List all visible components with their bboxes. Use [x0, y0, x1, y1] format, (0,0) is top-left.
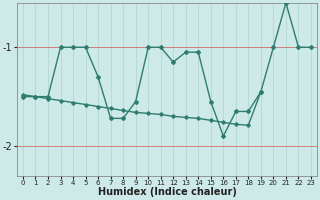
- X-axis label: Humidex (Indice chaleur): Humidex (Indice chaleur): [98, 187, 236, 197]
